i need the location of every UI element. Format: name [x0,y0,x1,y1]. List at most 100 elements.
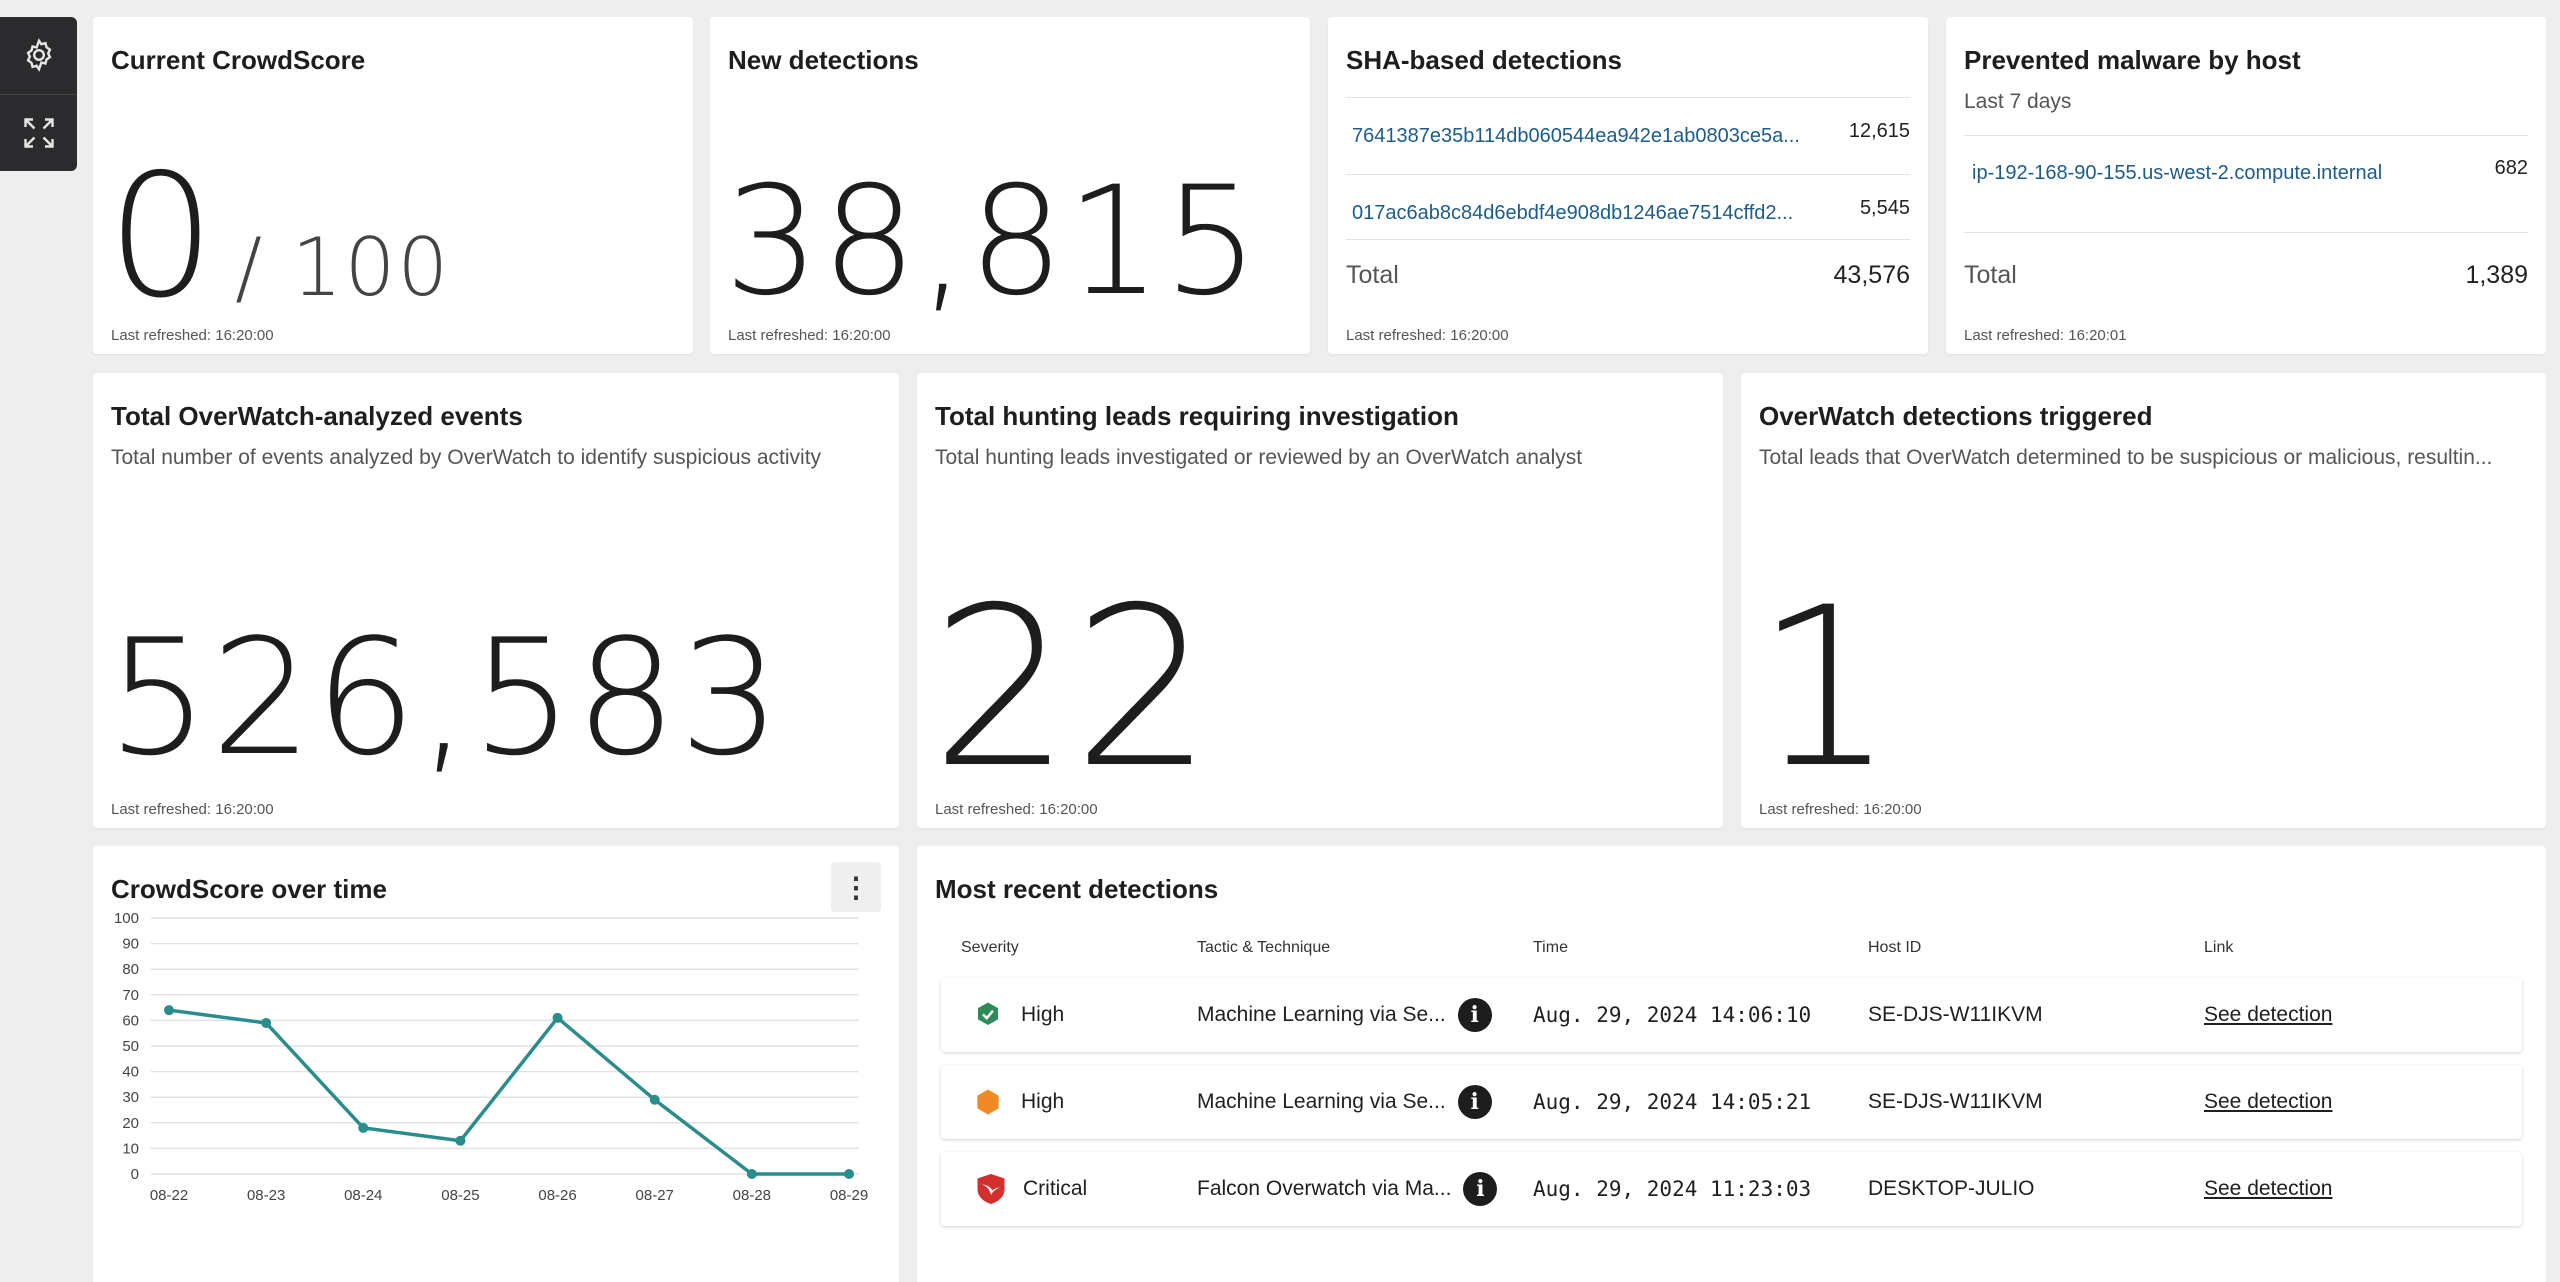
card-title: Total hunting leads requiring investigat… [935,401,1459,431]
last-refreshed: Last refreshed: 16:20:00 [1346,327,1509,344]
card-title: New detections [728,45,919,75]
x-tick-label: 08-24 [344,1187,382,1204]
data-point [649,1094,660,1105]
divider [1346,174,1910,175]
column-header-tactic[interactable]: Tactic & Technique [1197,939,1331,956]
divider [1964,232,2528,233]
column-header-host[interactable]: Host ID [1868,939,1922,956]
data-point [552,1012,563,1023]
host-cell: SE-DJS-W11IKVM [1868,1003,2043,1026]
card-subtitle: Total leads that OverWatch determined to… [1759,446,2493,469]
info-icon[interactable]: i [1457,1085,1492,1119]
y-tick-label: 30 [122,1089,139,1106]
last-refreshed: Last refreshed: 16:20:01 [1964,327,2127,344]
more-options-button[interactable]: ⋮ [831,862,881,912]
table-row[interactable]: High Machine Learning via Se... i Aug. 2… [941,978,2522,1052]
overwatch-events-card: Total OverWatch-analyzed events Total nu… [93,373,899,828]
sha-hash-link[interactable]: 7641387e35b114db060544ea942e1ab0803ce5a.… [1352,125,1800,147]
card-title: Current CrowdScore [111,45,366,75]
total-value: 43,576 [1833,261,1910,289]
y-tick-label: 20 [122,1115,139,1132]
sha-count: 12,615 [1848,120,1910,142]
hunting-leads-card: Total hunting leads requiring investigat… [917,373,1723,828]
tactic-cell: Falcon Overwatch via Ma... i [1197,1152,1498,1226]
crowdscore-max: / 100 [235,221,451,314]
host-link[interactable]: ip-192-168-90-155.us-west-2.compute.inte… [1972,162,2383,184]
overwatch-triggered-value: 1 [1755,560,1897,816]
sha-hash-link[interactable]: 017ac6ab8c84d6ebdf4e908db1246ae7514cffd2… [1352,202,1794,224]
card-subtitle: Total hunting leads investigated or revi… [935,446,1583,469]
card-title: Prevented malware by host [1964,45,2301,75]
series-line [168,1008,849,1176]
table-row[interactable]: High Machine Learning via Se... i Aug. 2… [941,1065,2522,1139]
y-tick-label: 90 [122,936,139,953]
column-header-time[interactable]: Time [1533,939,1568,956]
y-tick-label: 50 [122,1038,139,1055]
tactic-text: Machine Learning via Se... [1197,1003,1446,1026]
fullscreen-button[interactable] [0,93,77,172]
overwatch-events-value: 526,583 [107,604,783,791]
sha-count: 5,545 [1859,197,1910,219]
severity-cell: Critical [973,1152,1087,1226]
info-icon[interactable]: i [1463,1172,1498,1206]
x-tick-label: 08-23 [247,1187,285,1204]
table-row[interactable]: Critical Falcon Overwatch via Ma... i Au… [941,1152,2522,1226]
last-refreshed: Last refreshed: 16:20:00 [728,327,891,344]
divider [1346,97,1910,98]
y-tick-label: 40 [122,1064,139,1081]
y-tick-label: 100 [114,910,139,927]
shield-check-icon [978,1002,998,1025]
time-cell: Aug. 29, 2024 14:05:21 [1533,1090,1812,1114]
severity-cell: High [973,978,1064,1052]
y-tick-label: 70 [122,987,139,1004]
new-detections-value: 38,815 [724,155,1261,329]
data-point [844,1169,854,1179]
card-title: Most recent detections [935,874,1219,904]
side-toolbar [0,17,77,171]
total-label: Total [1964,261,2017,289]
expand-icon [23,118,54,148]
x-tick-label: 08-28 [733,1187,771,1204]
host-cell: SE-DJS-W11IKVM [1868,1090,2043,1113]
info-icon[interactable]: i [1457,998,1492,1032]
prevented-malware-card: Prevented malware by host Last 7 days ip… [1946,17,2546,354]
see-detection-link[interactable]: See detection [2204,1090,2333,1113]
y-tick-label: 80 [122,961,139,978]
severity-label: High [1021,1003,1065,1026]
severity-label: High [1021,1090,1065,1113]
x-tick-label: 08-29 [830,1187,868,1204]
crowdscore-number: 0 [107,138,218,336]
tactic-text: Falcon Overwatch via Ma... [1197,1177,1452,1200]
recent-detections-card: Most recent detections Severity Tactic &… [917,846,2546,1282]
data-point [261,1017,272,1028]
host-count: 682 [2494,157,2528,179]
y-tick-label: 0 [131,1166,139,1183]
column-header-severity[interactable]: Severity [961,939,1019,956]
data-point [164,1005,174,1016]
see-detection-link[interactable]: See detection [2204,1177,2333,1200]
tactic-cell: Machine Learning via Se... i [1197,1065,1492,1139]
settings-button[interactable] [0,17,77,94]
total-label: Total [1346,261,1399,289]
card-title: CrowdScore over time [111,874,387,904]
new-detections-card: New detections 38,815 Last refreshed: 16… [710,17,1310,354]
hexagon-icon [977,1089,999,1115]
time-cell: Aug. 29, 2024 11:23:03 [1533,1177,1812,1201]
y-tick-label: 10 [122,1140,139,1157]
last-refreshed: Last refreshed: 16:20:00 [111,327,274,344]
host-cell: DESKTOP-JULIO [1868,1177,2035,1200]
x-tick-label: 08-27 [636,1187,674,1204]
gear-icon [26,38,51,73]
current-crowdscore-card: Current CrowdScore 0/ 100 Last refreshed… [93,17,693,354]
card-subtitle: Total number of events analyzed by OverW… [111,446,822,469]
crowdscore-line-chart: 0 10 20 30 40 50 60 70 80 90 100 08-22 08-23 08-24 08-… [114,910,868,1204]
divider [1346,239,1910,240]
see-detection-link[interactable]: See detection [2204,1003,2333,1026]
card-title: OverWatch detections triggered [1759,401,2153,431]
last-refreshed: Last refreshed: 16:20:00 [1759,801,1922,818]
card-subtitle: Last 7 days [1964,90,2072,113]
data-point [746,1169,757,1179]
sha-detections-card: SHA-based detections 7641387e35b114db060… [1328,17,1928,354]
falcon-shield-icon [977,1174,1005,1204]
column-header-link: Link [2204,939,2234,956]
